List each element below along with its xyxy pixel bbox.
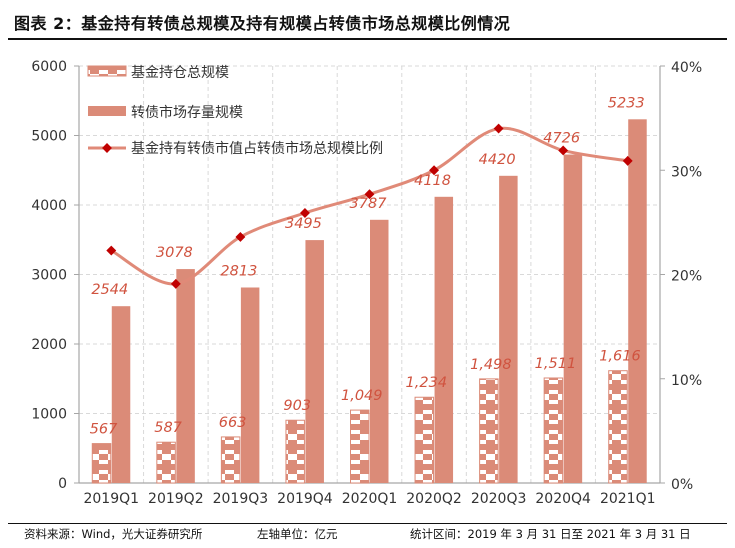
bar-market-size bbox=[563, 154, 583, 483]
chart-canvas: 0 1000 2000 3000 4000 5000 6000 0% 10% 20% 30% 40% 2… bbox=[31, 59, 702, 507]
bar-market-size bbox=[240, 287, 260, 483]
bar-fund-holdings bbox=[220, 436, 241, 484]
data-label-market-size: 3078 bbox=[156, 245, 193, 261]
chart-title: 图表 2：基金持有转债总规模及持有规模占转债市场总规模比例情况 bbox=[14, 14, 511, 33]
ratio-line-marker bbox=[622, 155, 633, 166]
x-axis-tick-label: 2020Q1 bbox=[342, 491, 398, 507]
bar-fund-holdings bbox=[608, 370, 628, 484]
data-label-market-size: 4726 bbox=[543, 131, 580, 147]
data-label-fund-holdings: 903 bbox=[283, 398, 311, 414]
data-label-market-size: 2544 bbox=[91, 282, 128, 298]
right-axis-tick-label: 40% bbox=[671, 60, 702, 76]
period-note: 统计区间：2019 年 3 月 31 日至 2021 年 3 月 31 日 bbox=[410, 527, 691, 541]
unit-note: 左轴单位：亿元 bbox=[257, 527, 338, 541]
bar-fund-holdings bbox=[414, 396, 435, 484]
ratio-line-marker bbox=[558, 145, 569, 156]
left-axis-tick-label: 5000 bbox=[31, 129, 67, 145]
data-label-fund-holdings: 587 bbox=[154, 420, 182, 436]
ratio-line-marker bbox=[364, 189, 375, 200]
legend-swatch-solid bbox=[88, 106, 126, 116]
legend-swatch-hatched bbox=[87, 65, 127, 77]
data-label-market-size: 5233 bbox=[608, 95, 645, 111]
legend-item-market-size: 转债市场存量规模 bbox=[88, 104, 243, 121]
ratio-line-marker bbox=[299, 208, 310, 218]
ratio-line-marker bbox=[493, 123, 504, 134]
data-label-fund-holdings: 1,049 bbox=[341, 388, 383, 404]
bar-market-size bbox=[305, 240, 324, 483]
legend-item-ratio: 基金持有转债市值占转债市场总规模比例 bbox=[88, 140, 383, 157]
bar-fund-holdings bbox=[543, 377, 564, 484]
x-axis-tick-label: 2021Q1 bbox=[600, 491, 656, 507]
data-labels: 567 2544 587 3078 663 2813 903 3495 1,049 3787 1,2… bbox=[90, 95, 645, 437]
x-axis-tick-label: 2019Q1 bbox=[83, 491, 139, 507]
bar-market-size bbox=[499, 175, 518, 483]
left-axis-tick-label: 2000 bbox=[31, 337, 67, 353]
bar-market-size bbox=[370, 219, 389, 483]
x-axis-tick-label: 2019Q4 bbox=[277, 491, 333, 507]
x-axis-tick-label: 2019Q3 bbox=[213, 491, 269, 507]
legend-swatch-marker bbox=[102, 143, 112, 153]
data-label-market-size: 3495 bbox=[285, 216, 322, 232]
bar-market-size bbox=[176, 269, 195, 483]
data-label-market-size: 2813 bbox=[220, 263, 257, 279]
right-axis-tick-label: 30% bbox=[671, 164, 702, 180]
ratio-line-marker bbox=[429, 165, 440, 176]
data-label-fund-holdings: 567 bbox=[90, 422, 118, 438]
data-label-fund-holdings: 1,234 bbox=[406, 375, 448, 391]
left-axis-tick-label: 1000 bbox=[31, 407, 67, 423]
left-axis-tick-label: 4000 bbox=[31, 198, 67, 214]
right-axis-tick-label: 0% bbox=[671, 477, 693, 493]
data-label-fund-holdings: 663 bbox=[219, 415, 247, 431]
bar-fund-holdings bbox=[91, 443, 112, 484]
ratio-line-marker bbox=[170, 278, 181, 289]
right-axis-tick-label: 20% bbox=[671, 269, 702, 285]
x-axis-tick-label: 2020Q2 bbox=[406, 491, 462, 507]
left-axis-tick-label: 3000 bbox=[31, 268, 67, 284]
footer-divider bbox=[8, 523, 727, 525]
source-note: 资料来源：Wind，光大证券研究所 bbox=[24, 527, 203, 541]
legend-label: 转债市场存量规模 bbox=[131, 104, 243, 121]
title-divider bbox=[8, 38, 727, 40]
legend-item-fund-holdings: 基金持仓总规模 bbox=[87, 64, 229, 81]
bars bbox=[91, 119, 647, 484]
legend: 基金持仓总规模 转债市场存量规模 基金持有转债市值占转债市场总规模比例 bbox=[87, 64, 383, 157]
bar-market-size bbox=[628, 119, 647, 483]
bar-fund-holdings bbox=[285, 419, 305, 484]
left-axis-tick-label: 0 bbox=[58, 476, 67, 492]
ratio-line-marker bbox=[235, 232, 246, 242]
data-label-fund-holdings: 1,498 bbox=[470, 357, 512, 373]
data-label-fund-holdings: 1,616 bbox=[599, 349, 641, 365]
ratio-line bbox=[106, 123, 633, 289]
right-axis-tick-label: 10% bbox=[671, 373, 702, 389]
data-label-market-size: 4118 bbox=[414, 173, 451, 189]
data-label-market-size: 4420 bbox=[479, 152, 516, 168]
bar-market-size bbox=[111, 306, 131, 483]
data-label-fund-holdings: 1,511 bbox=[535, 356, 577, 372]
x-axis-tick-label: 2020Q3 bbox=[471, 491, 527, 507]
bar-fund-holdings bbox=[479, 378, 499, 484]
legend-label: 基金持有转债市值占转债市场总规模比例 bbox=[131, 140, 383, 157]
ratio-line-marker bbox=[106, 245, 117, 256]
data-label-market-size: 3787 bbox=[350, 196, 388, 212]
x-axis-tick-label: 2019Q2 bbox=[148, 491, 204, 507]
legend-label: 基金持仓总规模 bbox=[131, 64, 229, 81]
bar-market-size bbox=[434, 196, 454, 483]
left-axis-tick-label: 6000 bbox=[31, 59, 67, 75]
bar-fund-holdings bbox=[156, 441, 176, 484]
bar-fund-holdings bbox=[350, 409, 370, 484]
x-axis-tick-label: 2020Q4 bbox=[535, 491, 591, 507]
